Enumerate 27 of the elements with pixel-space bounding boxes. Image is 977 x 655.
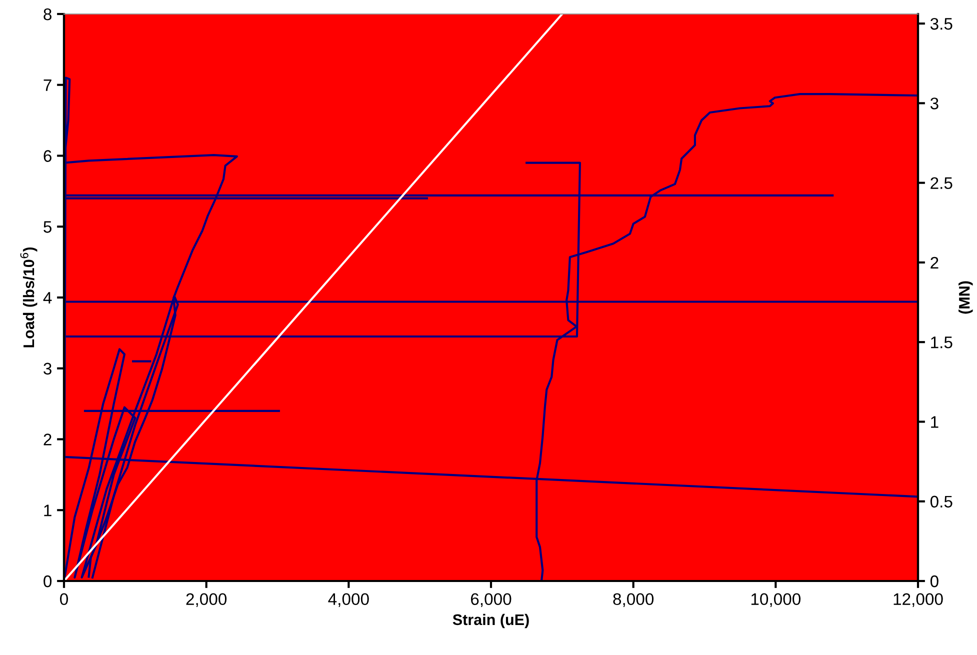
y-axis-title: Load (lbs/10$^{6}$)	[20, 247, 38, 348]
y2-tick-label: 0.5	[930, 496, 952, 508]
y2-tick-label: 3.5	[930, 18, 952, 30]
x-tick-label: 6,000	[470, 593, 512, 608]
y2-tick-label: 2.5	[930, 177, 952, 190]
y-tick-label: 1	[44, 504, 52, 516]
x-tick-label: 10,000	[751, 593, 801, 608]
y2-tick-label: 1.5	[931, 336, 952, 348]
x-tick-label: 12,000	[894, 593, 943, 608]
y-tick-label: 6	[44, 150, 52, 162]
y-tick-label: 4	[43, 292, 52, 304]
y-tick-label: 2	[44, 434, 52, 446]
y-tick-label: 3	[44, 362, 52, 375]
x-tick-label: 2,000	[186, 593, 227, 608]
x-tick-label: 8,000	[613, 593, 654, 608]
y-tick-label: 5	[44, 221, 52, 233]
y-tick-label: 0	[44, 575, 52, 588]
x-axis-title: Strain (uE)	[452, 614, 529, 628]
y-tick-label: 8	[44, 8, 52, 20]
y-tick-label: 7	[44, 79, 52, 91]
y2-tick-label: 2	[930, 256, 938, 268]
y2-tick-label: 1	[931, 416, 938, 428]
x-tick-label: 0	[60, 593, 68, 606]
y2-tick-label: 0	[930, 575, 938, 588]
y2-axis-title: (MN)	[958, 281, 973, 314]
x-tick-label: 4,000	[328, 593, 369, 608]
y2-tick-label: 3	[930, 98, 938, 110]
